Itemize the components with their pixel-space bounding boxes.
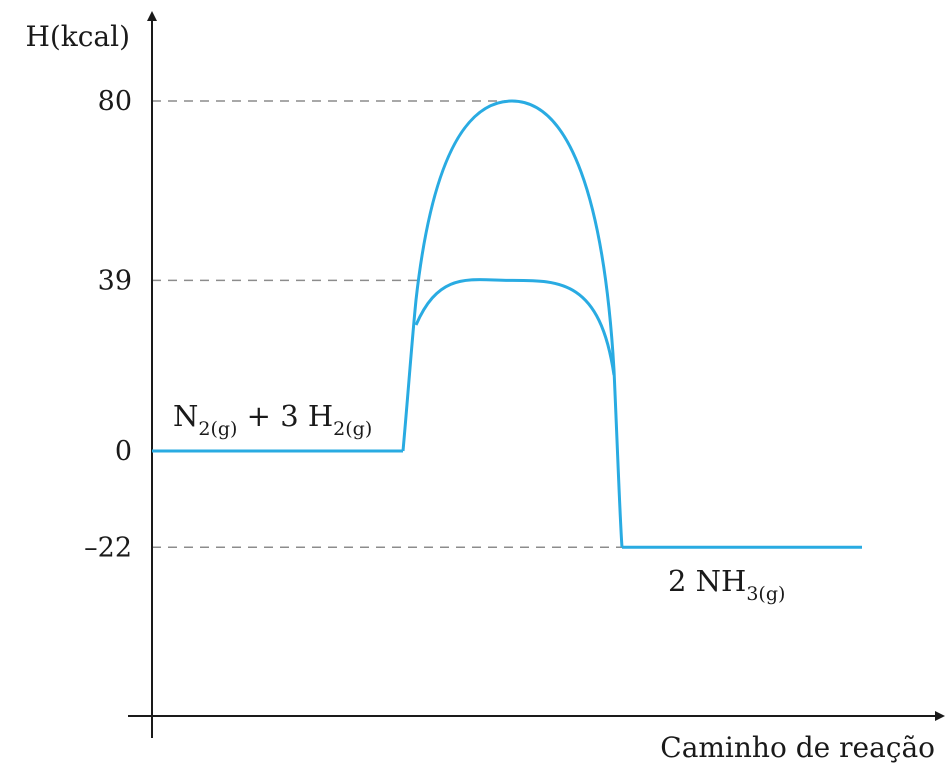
y-tick-label: –22 [84, 532, 132, 563]
y-tick-label: 39 [98, 265, 132, 296]
y-tick-label: 80 [98, 86, 132, 117]
y-tick-labels: 80 39 0 –22 [84, 86, 132, 563]
y-tick-label: 0 [115, 436, 132, 467]
catalyzed-curve [414, 278, 616, 376]
y-axis-title: H(kcal) [25, 20, 130, 53]
products-label: 2 NH3(g) [668, 564, 785, 605]
x-axis-title: Caminho de reação [660, 731, 935, 764]
uncatalyzed-curve [401, 99, 624, 548]
reactants-label: N2(g) + 3 H2(g) [173, 399, 372, 440]
dashed-guides [152, 100, 622, 548]
reaction-curves [152, 99, 862, 549]
